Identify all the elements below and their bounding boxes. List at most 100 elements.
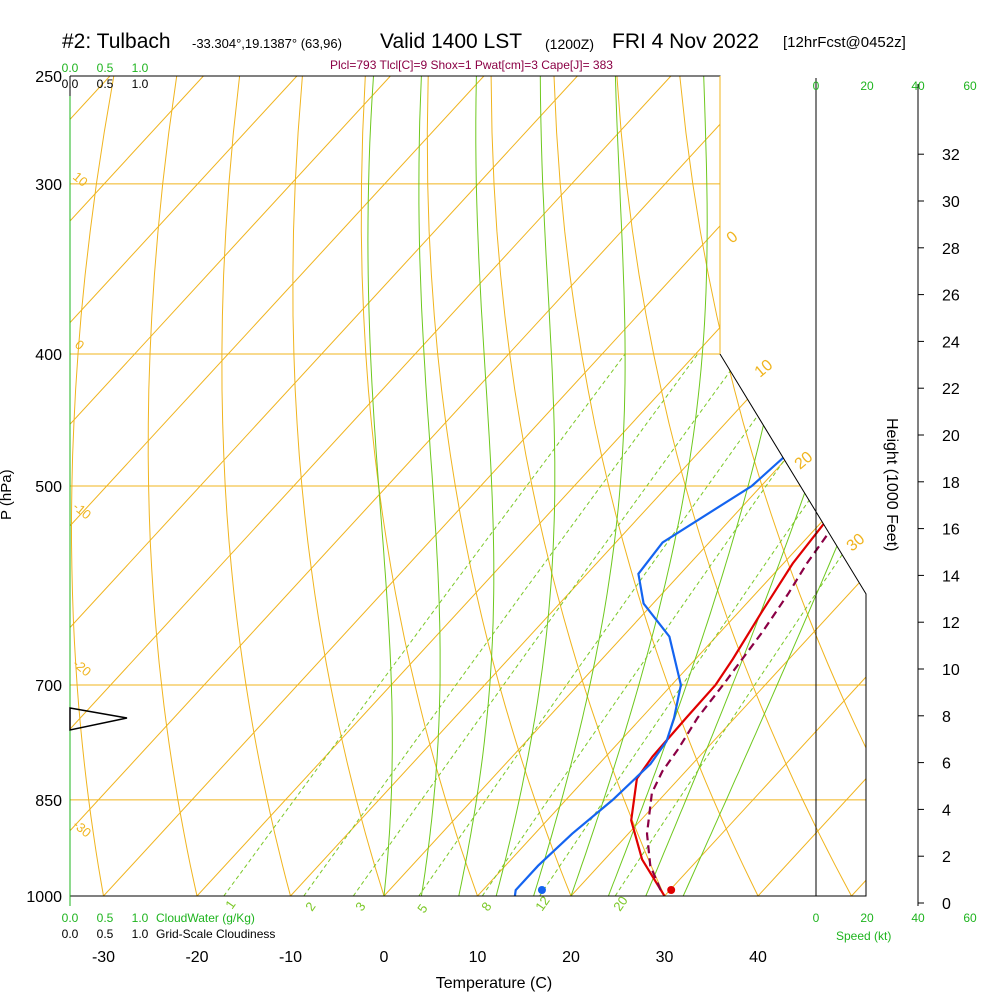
dry-adiabat [147, 76, 198, 896]
speed-tick-bottom: 40 [911, 911, 925, 925]
height-tick-label: 26 [942, 288, 960, 305]
moist-adiabat [495, 76, 556, 896]
x-tick-label: -10 [279, 949, 302, 966]
dry-adiabat [994, 76, 1000, 896]
height-tick-label: 16 [942, 522, 960, 539]
cloudiness-label: Grid-Scale Cloudiness [156, 927, 275, 941]
p-tick-label: 700 [35, 678, 62, 695]
dry-adiabat-label: 0 [72, 337, 87, 353]
x-axis-label: Temperature (C) [436, 975, 552, 992]
mixing-ratio-label: 2 [302, 899, 318, 914]
height-tick-label: 30 [942, 194, 960, 211]
cw-tick-bottom-green: 0.0 [62, 911, 79, 925]
isotherm [70, 76, 765, 896]
speed-tick-top-green: 60 [963, 79, 977, 93]
dry-adiabat [292, 76, 385, 896]
isotherm-label: 10 [752, 357, 777, 382]
title-station: #2: Tulbach [62, 30, 171, 53]
mixing-ratio-line [303, 353, 699, 896]
dry-adiabat [221, 76, 291, 896]
speed-label: Speed (kt) [836, 929, 891, 943]
p-tick-label: 400 [35, 347, 62, 364]
height-tick-label: 18 [942, 475, 960, 492]
mixing-ratio-label: 1 [222, 897, 238, 912]
title-coords: -33.304°,19.1387° (63,96) [192, 36, 342, 51]
moist-adiabat [458, 76, 495, 896]
cw-tick-top-green: 0.0 [62, 61, 79, 75]
height-tick-label: 14 [942, 568, 960, 585]
isotherm [70, 76, 298, 896]
moist-adiabat [570, 76, 708, 896]
cw-tick-bottom-black: 0.0 [62, 927, 79, 941]
height-tick-label: 8 [942, 709, 951, 726]
surface-dewpoint-marker [537, 886, 546, 894]
height-tick-label: 32 [942, 147, 960, 164]
dry-adiabat [426, 76, 572, 896]
isotherm [70, 76, 204, 896]
dry-adiabat [616, 76, 852, 896]
p-tick-label: 500 [35, 479, 62, 496]
cw-tick-bottom-black: 0.5 [97, 927, 114, 941]
height-axis-label: Height (1000 Feet) [883, 418, 900, 552]
speed-tick-top: 20 [860, 79, 874, 93]
dry-adiabat-label: -30 [70, 817, 94, 841]
mixing-ratio-line [481, 353, 860, 896]
dry-adiabat-label: -20 [70, 656, 94, 680]
cw-tick-bottom-green: 1.0 [132, 911, 149, 925]
title-date: FRI 4 Nov 2022 [612, 30, 760, 53]
x-tick-label: 0 [380, 949, 389, 966]
speed-tick-bottom: 0 [813, 911, 820, 925]
isotherm [70, 76, 672, 896]
cw-tick-top-black: 0.0 [62, 77, 79, 91]
speed-tick-bottom: 20 [860, 911, 874, 925]
title-forecast: [12hrFcst@0452z] [783, 34, 906, 51]
title-valid: Valid 1400 LST [380, 30, 523, 53]
stability-params: Plcl=793 Tlcl[C]=9 Shox=1 Pwat[cm]=3 Cap… [330, 58, 613, 72]
height-tick-label: 22 [942, 381, 960, 398]
mixing-ratio-label: 12 [532, 893, 553, 913]
moist-adiabat [682, 76, 866, 896]
height-tick-label: 2 [942, 849, 951, 866]
isotherm [383, 76, 866, 896]
mixing-ratio-line [223, 353, 626, 896]
cw-tick-top-black: 1.0 [132, 77, 149, 91]
speed-tick-bottom-green: 60 [963, 911, 977, 925]
mixing-ratio-line [352, 353, 744, 896]
p-tick-label: 250 [35, 69, 62, 86]
x-tick-label: 20 [562, 949, 580, 966]
height-tick-label: 0 [942, 896, 951, 913]
surface-temp-marker [667, 886, 676, 894]
cw-tick-bottom-black: 1.0 [132, 927, 149, 941]
dry-adiabat-label: 10 [70, 169, 91, 190]
series-parcel [645, 353, 866, 891]
height-tick-label: 12 [942, 615, 960, 632]
mixing-ratio-label: 5 [414, 901, 430, 916]
mixing-ratio-label: 20 [610, 893, 631, 913]
mixing-ratio-line [539, 353, 866, 896]
x-tick-label: -20 [185, 949, 208, 966]
height-tick-label: 4 [942, 802, 951, 819]
dry-adiabat [360, 76, 478, 896]
mixing-ratio-line [418, 353, 803, 896]
x-tick-label: -30 [92, 949, 115, 966]
mixing-ratio-label: 8 [478, 899, 494, 914]
speed-tick-top: 40 [911, 79, 925, 93]
dry-adiabat-label: -10 [70, 499, 94, 523]
mixing-ratio-line [614, 353, 866, 896]
isotherm-label: 0 [724, 228, 742, 247]
isotherm-label: 30 [844, 531, 869, 556]
height-tick-label: 6 [942, 756, 951, 773]
isotherm [70, 76, 391, 896]
moist-adiabat [418, 76, 441, 896]
series-temperature [630, 93, 866, 896]
dry-adiabat [71, 76, 115, 896]
moist-adiabat [533, 76, 626, 896]
moist-adiabat [367, 76, 393, 896]
plot-area [70, 76, 1000, 896]
cw-tick-bottom-green: 0.5 [97, 911, 114, 925]
isotherm [70, 76, 485, 896]
height-tick-label: 10 [942, 662, 960, 679]
p-tick-label: 850 [35, 793, 62, 810]
cw-tick-top-green: 1.0 [132, 61, 149, 75]
